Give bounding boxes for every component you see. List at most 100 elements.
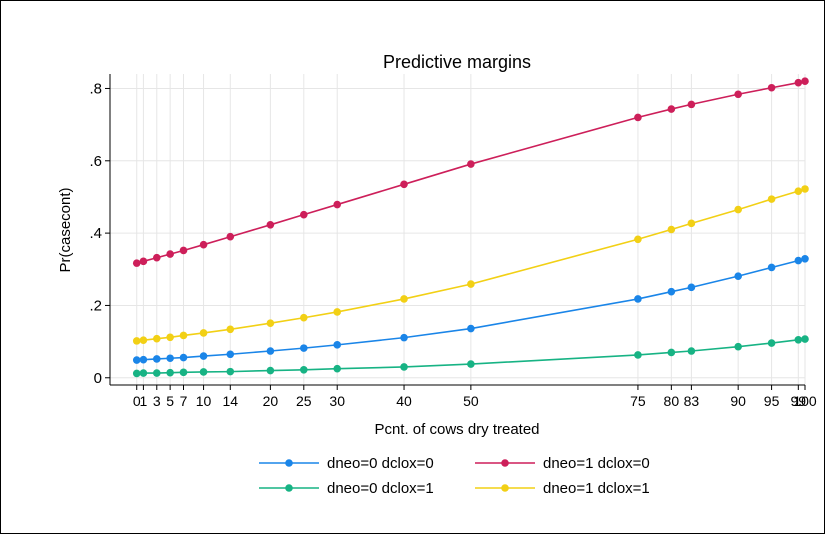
x-tick-label: 1 [140, 393, 148, 409]
series-2 [132, 335, 809, 378]
data-point [139, 355, 148, 364]
data-point [132, 356, 141, 364]
data-point [139, 336, 148, 344]
y-tick-label: .2 [89, 297, 102, 314]
data-point [266, 366, 275, 375]
x-tick-label: 20 [263, 393, 279, 409]
data-point [467, 160, 475, 168]
data-point [400, 333, 408, 342]
data-point [801, 254, 809, 263]
x-tick-label: 99 [791, 393, 807, 409]
x-tick-label: 80 [664, 393, 680, 409]
x-tick-label: 25 [296, 393, 312, 409]
data-point [179, 368, 188, 377]
legend-item: dneo=1 dclox=1 [475, 480, 650, 497]
data-point [139, 369, 148, 377]
y-tick-label: 0 [94, 370, 102, 387]
data-point [687, 283, 696, 292]
data-point [199, 368, 208, 376]
x-tick-label: 3 [153, 393, 161, 409]
data-point [299, 313, 308, 322]
legend-swatch-marker [285, 484, 293, 492]
x-tick-label: 40 [396, 393, 412, 409]
series-1 [132, 77, 809, 267]
data-point [333, 364, 342, 373]
x-tick-label: 30 [329, 393, 345, 409]
data-point [333, 308, 342, 316]
legend-item: dneo=0 dclox=0 [259, 455, 434, 472]
data-point [199, 352, 208, 360]
legend-label: dneo=0 dclox=1 [327, 480, 434, 497]
data-point [667, 225, 676, 234]
legend-item: dneo=0 dclox=1 [259, 480, 434, 497]
data-point [794, 187, 803, 195]
data-point [634, 235, 642, 244]
data-point [801, 335, 809, 343]
data-point [333, 341, 342, 349]
y-tick-label: .8 [89, 80, 102, 97]
data-point [166, 333, 174, 342]
x-tick-label: 7 [180, 393, 188, 409]
y-axis-title: Pr(casecont) [57, 187, 74, 272]
data-point [179, 353, 188, 362]
data-point [152, 253, 161, 262]
data-point [734, 205, 742, 214]
data-point [152, 334, 161, 343]
legend-item: dneo=1 dclox=0 [475, 455, 650, 472]
data-point [266, 220, 275, 229]
data-point [734, 342, 742, 351]
legend-label: dneo=0 dclox=0 [327, 455, 434, 472]
data-point [179, 331, 188, 340]
x-tick-label: 75 [630, 393, 646, 409]
y-ticks: 0 .2 .4 .6 .8 [89, 80, 110, 387]
legend-swatch-marker [501, 484, 509, 492]
x-tick-label: 14 [222, 393, 238, 409]
legend-label: dneo=1 dclox=0 [543, 455, 650, 472]
data-point [801, 77, 809, 86]
data-point [794, 256, 803, 265]
data-point [266, 347, 275, 355]
data-point [132, 369, 141, 378]
data-point [132, 259, 141, 267]
data-point [226, 367, 235, 376]
data-point [132, 337, 141, 345]
x-tick-label: 5 [166, 393, 174, 409]
x-tick-label: 0 [133, 393, 141, 409]
data-point [467, 360, 475, 368]
axes [109, 74, 805, 386]
data-point [299, 210, 308, 219]
data-point [667, 287, 676, 296]
data-point [166, 354, 174, 363]
data-point [794, 78, 803, 87]
data-point [801, 185, 809, 193]
data-point [226, 232, 235, 241]
x-tick-label: 100 [793, 393, 817, 409]
data-point [767, 339, 776, 347]
data-point [634, 351, 642, 359]
data-point [152, 369, 161, 377]
data-point [667, 105, 676, 113]
data-point [152, 355, 161, 363]
data-point [400, 180, 408, 189]
data-point [734, 272, 742, 280]
data-point [199, 329, 208, 337]
data-point [199, 240, 208, 249]
x-tick-label: 83 [684, 393, 700, 409]
gridlines [110, 74, 806, 385]
data-point [687, 100, 696, 109]
data-point [266, 319, 275, 327]
data-point [634, 113, 642, 122]
data-point [179, 246, 188, 255]
y-tick-label: .6 [89, 153, 102, 170]
data-point [299, 344, 308, 352]
data-point [139, 257, 148, 266]
x-tick-label: 10 [196, 393, 212, 409]
y-tick-label: .4 [89, 225, 102, 242]
data-point [767, 83, 776, 92]
x-tick-label: 50 [463, 393, 479, 409]
data-point [226, 350, 235, 359]
data-point [667, 348, 676, 357]
